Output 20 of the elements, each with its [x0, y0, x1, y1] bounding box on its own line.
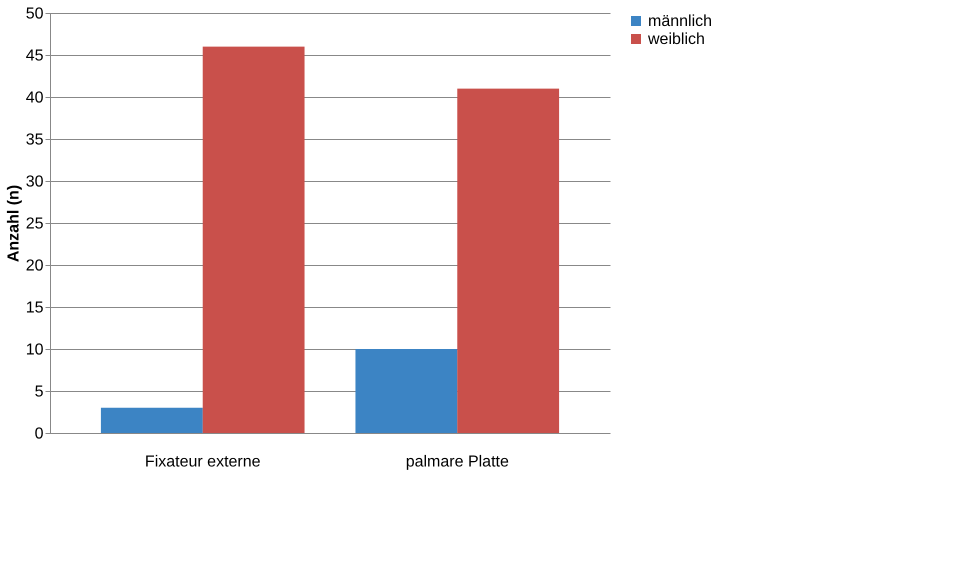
- y-tick-label: 25: [26, 216, 44, 232]
- y-tick-label: 10: [26, 342, 44, 358]
- bar: [355, 349, 458, 433]
- y-tick-label: 5: [34, 384, 44, 400]
- y-axis-title: Anzahl (n): [6, 184, 23, 262]
- y-tick-label: 50: [26, 6, 44, 22]
- y-tick-label: 0: [34, 426, 44, 442]
- y-tick-label: 30: [26, 174, 44, 190]
- y-tick-label: 35: [26, 132, 44, 148]
- legend-label: männlich: [648, 13, 712, 30]
- bar: [202, 46, 305, 433]
- y-tick-label: 15: [26, 300, 44, 316]
- bar: [457, 88, 560, 433]
- legend-label: weiblich: [647, 31, 705, 48]
- bar: [100, 408, 203, 433]
- y-tick-label: 40: [26, 90, 44, 106]
- x-tick-label: palmare Platte: [406, 454, 509, 470]
- x-tick-label: Fixateur externe: [144, 454, 261, 470]
- y-tick-label: 45: [26, 48, 44, 64]
- y-tick-label: 20: [26, 258, 44, 274]
